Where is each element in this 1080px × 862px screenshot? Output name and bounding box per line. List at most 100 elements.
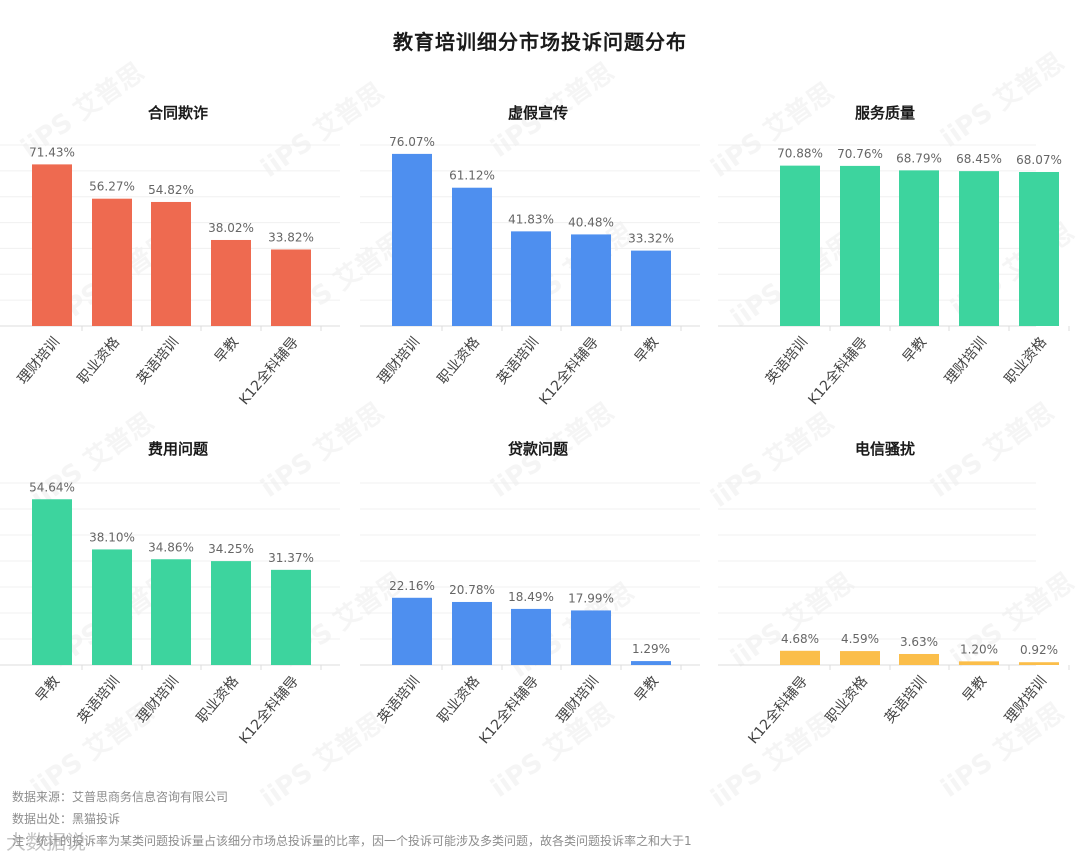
data-label: 3.63% bbox=[900, 635, 938, 649]
bar bbox=[511, 608, 551, 665]
data-label: 4.68% bbox=[781, 632, 819, 646]
bar bbox=[392, 153, 432, 326]
data-label: 4.59% bbox=[841, 632, 879, 646]
category-tick-label: 职业资格 bbox=[75, 334, 123, 387]
chart-title: 虚假宣传 bbox=[508, 104, 568, 122]
bar bbox=[452, 187, 492, 326]
bar bbox=[151, 201, 191, 326]
data-label: 68.07% bbox=[1016, 153, 1062, 167]
data-label: 68.79% bbox=[896, 151, 942, 165]
category-tick-label: 理财培训 bbox=[1002, 673, 1050, 726]
data-label: 68.45% bbox=[956, 152, 1002, 166]
chart-title: 费用问题 bbox=[148, 440, 209, 458]
category-tick-label: 理财培训 bbox=[375, 334, 423, 387]
data-label: 70.88% bbox=[777, 147, 823, 161]
page-title: 教育培训细分市场投诉问题分布 bbox=[393, 30, 687, 54]
category-tick-label: 早教 bbox=[632, 334, 662, 366]
footer-origin: 数据出处：黑猫投诉 bbox=[12, 812, 121, 826]
bar bbox=[571, 610, 611, 665]
bar bbox=[1019, 662, 1059, 665]
category-tick-label: 英语培训 bbox=[493, 334, 542, 388]
category-tick-label: 理财培训 bbox=[15, 334, 63, 387]
data-label: 38.02% bbox=[208, 221, 254, 235]
bar bbox=[92, 549, 132, 665]
data-label: 70.76% bbox=[837, 147, 883, 161]
bar bbox=[959, 661, 999, 665]
bar bbox=[392, 597, 432, 665]
category-tick-label: 英语培训 bbox=[74, 673, 123, 727]
category-tick-label: 职业资格 bbox=[435, 334, 483, 387]
data-label: 71.43% bbox=[29, 145, 75, 159]
data-label: 34.86% bbox=[148, 540, 194, 554]
bar bbox=[631, 661, 671, 665]
data-label: 31.37% bbox=[268, 551, 314, 565]
bar bbox=[211, 239, 251, 326]
data-label: 18.49% bbox=[508, 590, 554, 604]
category-tick-label: 职业资格 bbox=[823, 673, 871, 726]
category-tick-label: 职业资格 bbox=[435, 673, 483, 726]
data-label: 33.82% bbox=[268, 230, 314, 244]
category-tick-label: 早教 bbox=[960, 673, 990, 705]
data-label: 61.12% bbox=[449, 169, 495, 183]
data-label: 1.20% bbox=[960, 642, 998, 656]
bar bbox=[780, 165, 820, 326]
data-label: 17.99% bbox=[568, 591, 614, 605]
bar bbox=[452, 601, 492, 665]
data-label: 22.16% bbox=[389, 579, 435, 593]
footer-source: 数据来源：艾普思商务信息咨询有限公司 bbox=[12, 790, 229, 804]
bar bbox=[840, 165, 880, 326]
bar bbox=[959, 171, 999, 326]
category-tick-label: 早教 bbox=[33, 673, 63, 705]
category-tick-label: 职业资格 bbox=[1002, 334, 1050, 387]
category-tick-label: K12全科辅导 bbox=[805, 334, 871, 409]
category-tick-label: 早教 bbox=[632, 673, 662, 705]
bar bbox=[780, 650, 820, 665]
chart-title: 合同欺诈 bbox=[147, 104, 208, 122]
bar bbox=[899, 653, 939, 665]
category-tick-label: K12全科辅导 bbox=[536, 334, 602, 409]
bar bbox=[1019, 171, 1059, 326]
category-tick-label: 理财培训 bbox=[134, 673, 182, 726]
category-tick-label: 理财培训 bbox=[942, 334, 990, 387]
data-label: 20.78% bbox=[449, 583, 495, 597]
bar bbox=[151, 559, 191, 665]
bar bbox=[271, 249, 311, 326]
data-label: 1.29% bbox=[632, 642, 670, 656]
category-tick-label: 理财培训 bbox=[554, 673, 602, 726]
data-label: 54.82% bbox=[148, 183, 194, 197]
data-label: 40.48% bbox=[568, 215, 614, 229]
category-tick-label: K12全科辅导 bbox=[745, 673, 811, 748]
bar bbox=[92, 198, 132, 326]
category-tick-label: 英语培训 bbox=[881, 673, 930, 727]
category-tick-label: 职业资格 bbox=[194, 673, 242, 726]
bar bbox=[211, 561, 251, 665]
bar bbox=[899, 170, 939, 326]
bar bbox=[840, 651, 880, 665]
chart-title: 电信骚扰 bbox=[855, 440, 915, 458]
footer-note: 注：统计的投诉率为某类问题投诉量占该细分市场总投诉量的比率，因一个投诉可能涉及多… bbox=[12, 834, 692, 848]
data-label: 54.64% bbox=[29, 480, 75, 494]
category-tick-label: 英语培训 bbox=[762, 334, 811, 388]
data-label: 41.83% bbox=[508, 212, 554, 226]
bar bbox=[32, 164, 72, 326]
logo-watermark: 大数据说 bbox=[6, 830, 86, 854]
category-tick-label: 英语培训 bbox=[374, 673, 423, 727]
data-label: 76.07% bbox=[389, 135, 435, 149]
bar bbox=[271, 569, 311, 665]
category-tick-label: K12全科辅导 bbox=[236, 334, 302, 409]
data-label: 38.10% bbox=[89, 530, 135, 544]
bar bbox=[571, 234, 611, 326]
data-label: 34.25% bbox=[208, 542, 254, 556]
category-tick-label: K12全科辅导 bbox=[236, 673, 302, 748]
category-tick-label: K12全科辅导 bbox=[476, 673, 542, 748]
data-label: 56.27% bbox=[89, 180, 135, 194]
category-tick-label: 早教 bbox=[212, 334, 242, 366]
bar bbox=[631, 250, 671, 326]
category-tick-label: 早教 bbox=[900, 334, 930, 366]
chart-title: 贷款问题 bbox=[508, 440, 569, 458]
chart-title: 服务质量 bbox=[855, 104, 915, 122]
data-label: 0.92% bbox=[1020, 643, 1058, 657]
bar bbox=[511, 231, 551, 326]
